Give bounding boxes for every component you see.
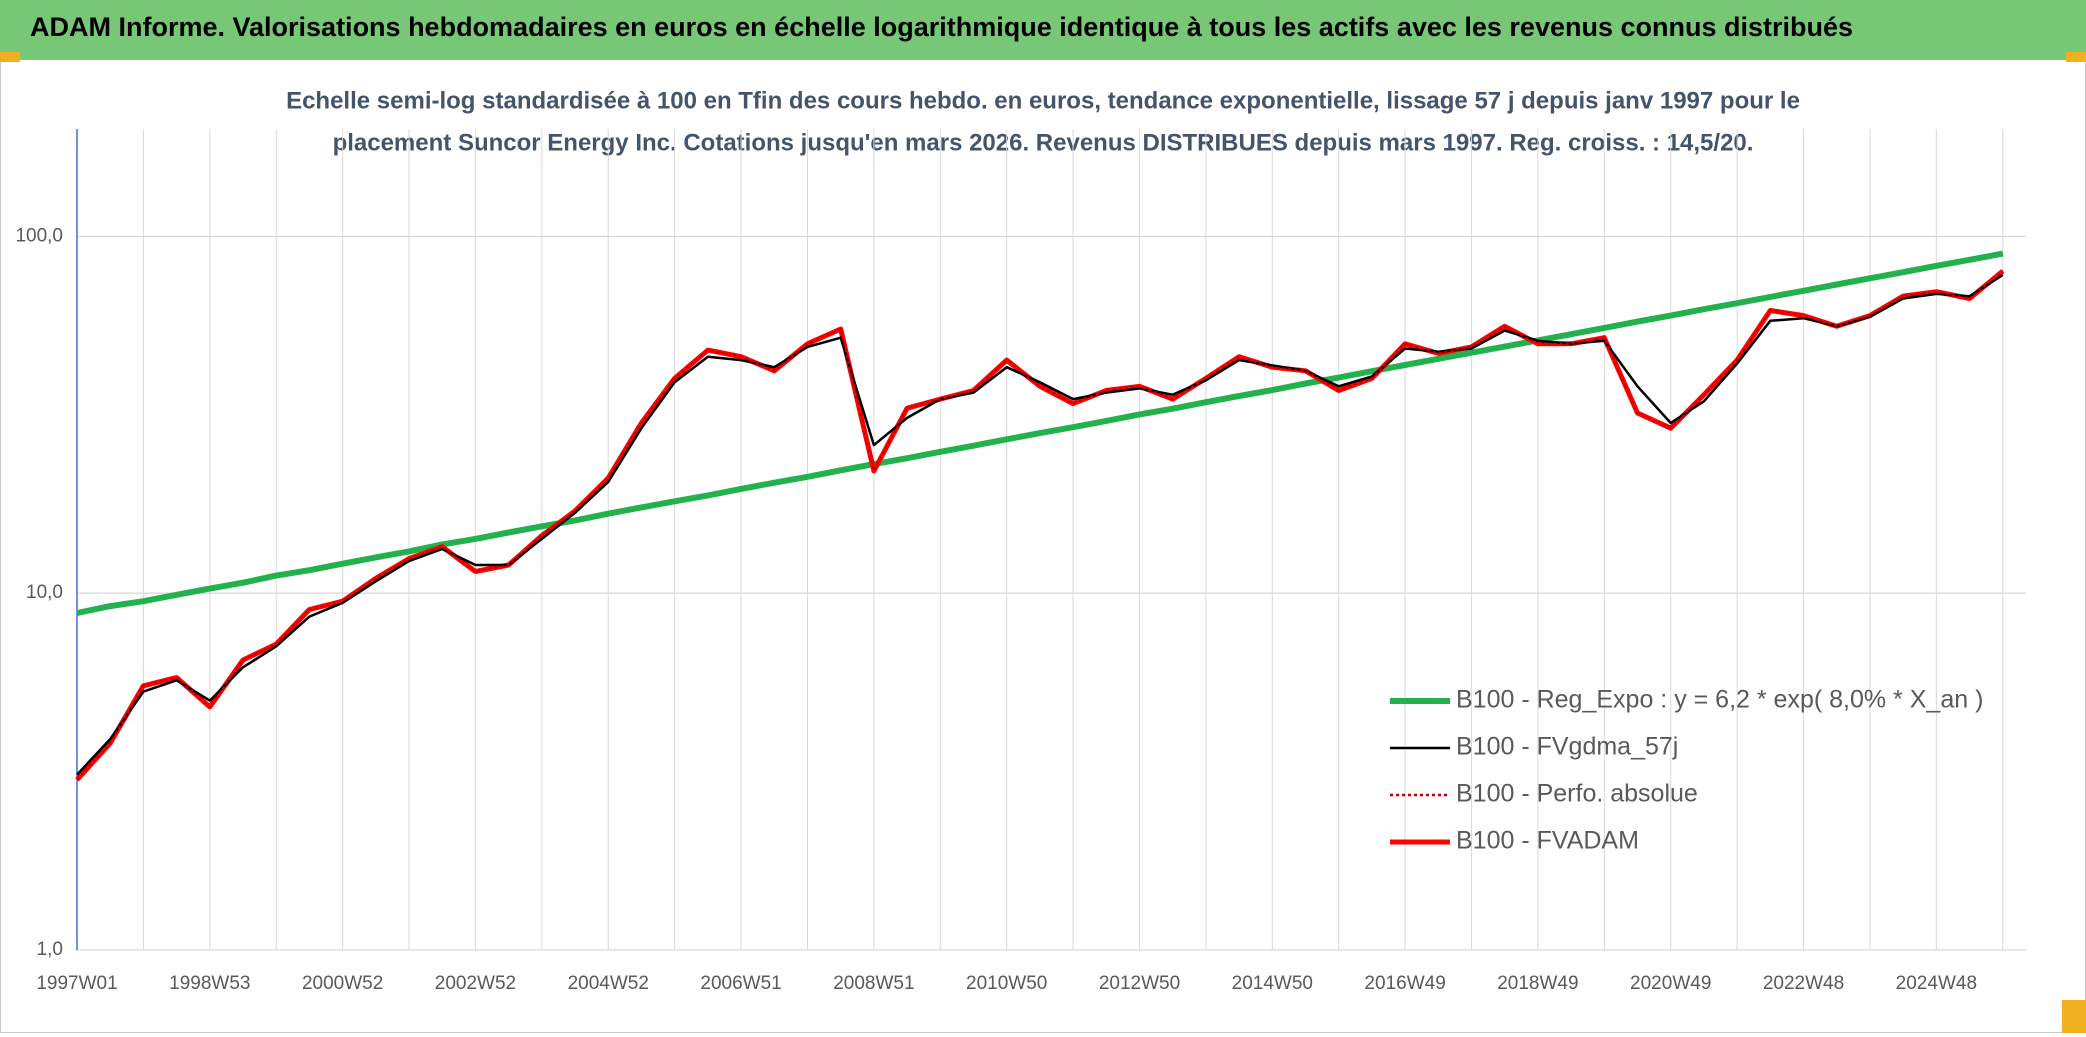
x-tick-label: 2018W49 bbox=[1497, 973, 1578, 994]
x-tick-label: 2024W48 bbox=[1896, 973, 1977, 994]
header-bar bbox=[0, 0, 2086, 60]
legend-label: B100 - FVgdma_57j bbox=[1456, 733, 1678, 761]
legend-label: B100 - Reg_Expo : y = 6,2 * exp( 8,0% * … bbox=[1456, 686, 1983, 714]
x-tick-label: 2012W50 bbox=[1099, 973, 1180, 994]
x-tick-label: 2020W49 bbox=[1630, 973, 1711, 994]
subtitle: placement Suncor Energy Inc. Cotations j… bbox=[333, 129, 1754, 156]
series-line bbox=[76, 250, 2004, 616]
x-tick-label: 2014W50 bbox=[1232, 973, 1313, 994]
x-tick-label: 2004W52 bbox=[568, 973, 649, 994]
x-tick-label: 2002W52 bbox=[435, 973, 516, 994]
subtitle: Echelle semi-log standardisée à 100 en T… bbox=[286, 87, 1800, 114]
x-tick-label: 1997W01 bbox=[36, 973, 117, 994]
corner-mark bbox=[2066, 52, 2086, 62]
x-tick-label: 2010W50 bbox=[966, 973, 1047, 994]
x-tick-label: 2022W48 bbox=[1763, 973, 1844, 994]
legend-label: B100 - FVADAM bbox=[1456, 827, 1639, 855]
y-tick-label: 100,0 bbox=[15, 225, 63, 246]
x-tick-label: 2008W51 bbox=[833, 973, 914, 994]
x-tick-label: 1998W53 bbox=[169, 973, 250, 994]
corner-mark bbox=[2062, 1000, 2086, 1033]
x-tick-label: 2016W49 bbox=[1364, 973, 1445, 994]
corner-mark bbox=[0, 52, 20, 62]
x-tick-label: 2000W52 bbox=[302, 973, 383, 994]
chart-title: ADAM Informe. Valorisations hebdomadaire… bbox=[30, 12, 1853, 42]
y-tick-label: 1,0 bbox=[37, 939, 63, 960]
legend-label: B100 - Perfo. absolue bbox=[1456, 780, 1698, 808]
x-tick-label: 2006W51 bbox=[700, 973, 781, 994]
y-tick-label: 10,0 bbox=[26, 582, 63, 603]
